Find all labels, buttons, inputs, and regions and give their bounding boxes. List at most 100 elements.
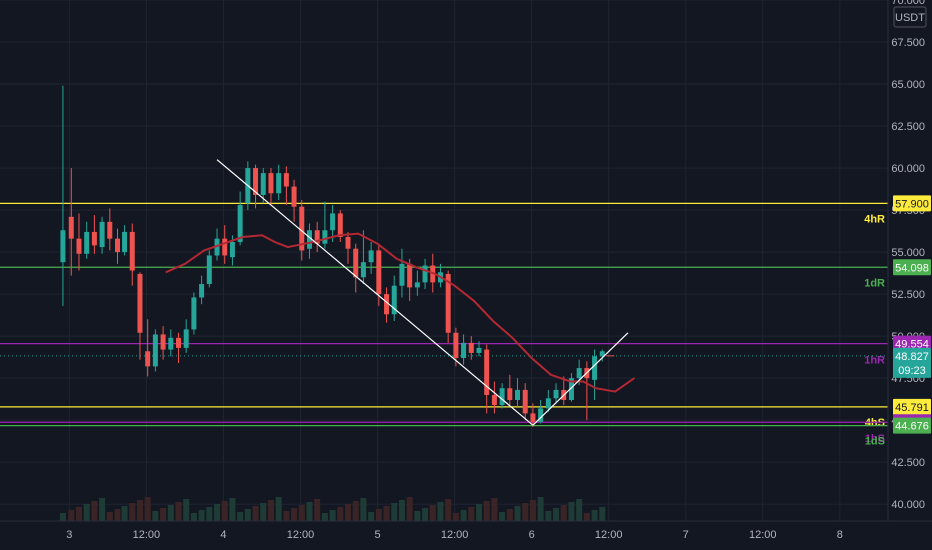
candle-body (461, 342, 467, 358)
candles (60, 85, 605, 427)
candle-body (222, 238, 228, 256)
price-tags: 57.90054.09849.55445.79144.87644.67648.8… (606, 195, 931, 434)
candle-body (107, 221, 113, 239)
price-tag-1dR-bg (893, 259, 931, 276)
volume-bar (368, 512, 375, 521)
volume-bar (229, 498, 236, 521)
x-tick-label: 4 (220, 529, 226, 541)
volume-bar (406, 497, 413, 521)
x-tick-label: 12:00 (595, 529, 623, 541)
candle-body (476, 347, 482, 353)
volume-bar (445, 499, 452, 521)
volume-bar (537, 497, 544, 521)
current-price-tag-bg (893, 347, 931, 378)
candle-body (322, 230, 328, 244)
candle-body (337, 213, 343, 237)
volume-bar (583, 513, 590, 521)
volume-bar (175, 502, 182, 521)
volume-bar (260, 503, 267, 521)
y-tick-label: 62.500 (891, 121, 925, 133)
volume-bar (267, 500, 274, 521)
price-tag-4hS-bg (893, 398, 931, 415)
y-tick-label: 52.500 (891, 289, 925, 301)
volume-bar (391, 503, 398, 521)
candle-body (592, 356, 598, 380)
level-name-1dS: 1dS (865, 435, 885, 447)
candle-body (60, 230, 66, 263)
candle-body (76, 238, 82, 254)
price-tag-1dR: 54.098 (895, 262, 929, 274)
candle-body (538, 408, 544, 422)
candle-body (484, 349, 490, 395)
candle-body (407, 263, 413, 288)
y-tick-label: 70.000 (891, 0, 925, 7)
candle-body (360, 262, 366, 278)
overlays (165, 159, 635, 426)
volume-bar (306, 502, 313, 521)
trendline (216, 159, 534, 426)
volume-bar (452, 513, 459, 521)
candle-body (414, 282, 420, 288)
candle-body (145, 351, 151, 367)
candle-body (68, 216, 74, 239)
candle-body (576, 368, 582, 379)
candle-body (206, 255, 212, 285)
candle-body (499, 388, 505, 406)
candle-body (599, 351, 605, 357)
volume-bar (136, 500, 143, 521)
price-tag-4hR-bg (893, 195, 931, 212)
x-tick-label: 5 (374, 529, 380, 541)
volume-bar (599, 507, 606, 521)
x-tick-label: 12:00 (133, 529, 161, 541)
candle-body (507, 388, 513, 400)
y-tick-label: 67.500 (891, 37, 925, 49)
volume-bar (129, 503, 136, 521)
volume-bar (352, 501, 359, 521)
volume-bar (291, 508, 298, 521)
price-tag-1hR-bg (893, 335, 931, 352)
candle-body (422, 265, 428, 283)
candle-body (368, 250, 374, 263)
candle-body (260, 173, 266, 195)
volume-bar (360, 498, 367, 521)
x-tick-label: 12:00 (749, 529, 777, 541)
time-axis[interactable]: 3 12:00 4 12:00 5 12:00 6 12:00 7 12:00 8 (66, 529, 843, 541)
volume-bar (214, 504, 221, 521)
candle-body (214, 238, 220, 256)
volume-bar (345, 504, 352, 521)
candle-body (268, 173, 274, 194)
volume-bar (237, 512, 244, 521)
volume-bar (491, 498, 498, 521)
volume-bar (68, 510, 75, 521)
candle-body (453, 332, 459, 358)
volume-bar (298, 505, 305, 521)
volume-bar (475, 504, 482, 521)
volume-bar (545, 511, 552, 521)
candle-body (515, 389, 521, 400)
current-price-tag: 48.827 (895, 351, 929, 363)
volume-bar (321, 513, 328, 521)
candle-body (276, 173, 282, 194)
candle-body (553, 389, 559, 399)
trendline (532, 332, 629, 426)
candle-body (175, 337, 181, 348)
price-tag-4hR: 57.900 (895, 198, 929, 210)
x-tick-label: 3 (66, 529, 72, 541)
volume-bar (198, 510, 205, 521)
volume-bar (121, 506, 128, 521)
volume-bar (283, 511, 290, 521)
candle-body (122, 231, 128, 253)
volume-bar (383, 506, 390, 521)
volume-bar (568, 502, 575, 521)
candle-body (345, 236, 351, 249)
candle-body (330, 213, 336, 231)
price-tag-1dS-bg (893, 417, 931, 434)
volume-bar (75, 507, 82, 521)
volume-bars (59, 497, 606, 521)
price-tag-1dS: 44.676 (895, 421, 929, 433)
volume-bar (59, 513, 66, 521)
volume-bar (576, 499, 583, 521)
volume-bar (414, 511, 421, 521)
price-tag-4hS: 45.791 (895, 402, 929, 414)
